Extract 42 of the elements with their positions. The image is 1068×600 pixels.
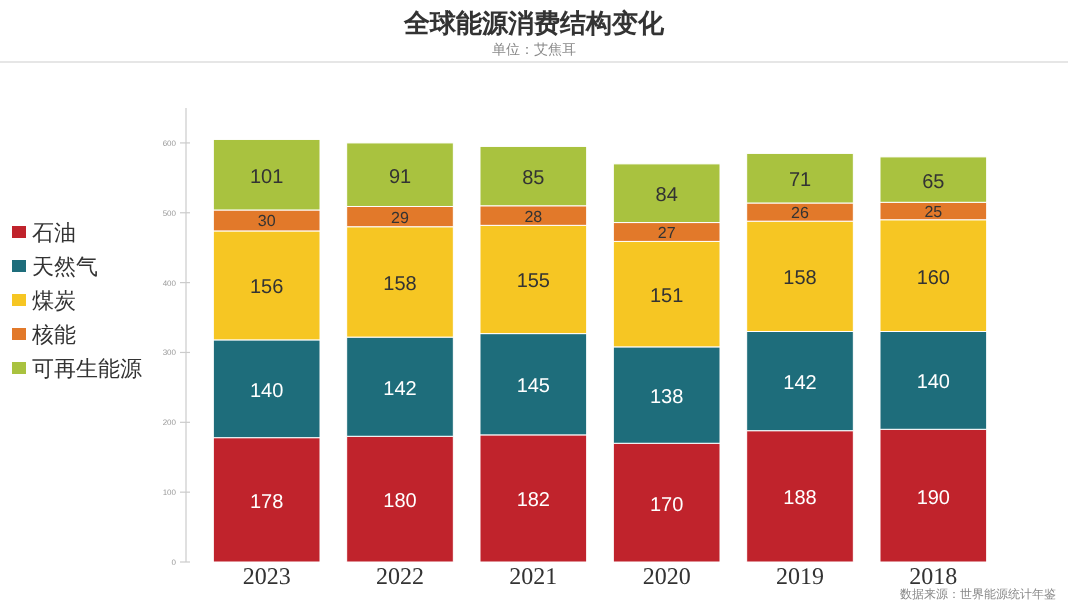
data-label: 138	[649, 387, 685, 410]
data-label: 170	[649, 494, 685, 517]
data-label: 85	[522, 168, 546, 191]
data-label: 178	[249, 491, 285, 514]
data-label: 182	[516, 490, 551, 513]
data-label: 27	[657, 223, 677, 242]
data-label: 158	[783, 268, 818, 291]
x-tick-label: 2023	[242, 562, 291, 590]
data-label: 145	[516, 376, 551, 399]
data-label: 190	[916, 487, 951, 510]
legend-label: 核能	[30, 322, 76, 348]
data-label: 180	[383, 491, 418, 514]
data-label: 151	[649, 286, 685, 309]
data-label: 140	[249, 380, 285, 403]
data-label: 155	[516, 271, 551, 294]
x-tick-label: 2018	[909, 562, 958, 590]
legend-label: 天然气	[32, 256, 98, 280]
legend-label: 可再生能源	[32, 356, 142, 382]
data-label: 101	[249, 166, 285, 189]
data-label: 30	[257, 212, 277, 231]
legend-label: 煤炭	[32, 288, 76, 314]
data-label: 91	[388, 166, 412, 189]
data-label: 160	[916, 267, 951, 290]
x-tick-label: 2019	[776, 562, 824, 590]
data-label: 140	[916, 372, 951, 395]
data-label: 142	[783, 373, 818, 396]
data-label: 156	[249, 277, 285, 300]
data-label: 188	[783, 488, 818, 511]
x-tick-label: 2020	[642, 562, 691, 590]
data-label: 71	[788, 170, 812, 193]
data-label: 25	[924, 203, 944, 222]
legend-label: 石油	[32, 220, 76, 246]
data-label: 84	[655, 185, 679, 208]
data-label: 158	[383, 273, 418, 296]
x-tick-label: 2021	[509, 562, 558, 590]
data-label: 26	[791, 204, 810, 223]
data-label: 29	[391, 208, 410, 227]
x-tick-label: 2022	[376, 562, 424, 590]
chart-title: 全球能源消费结构变化	[402, 8, 666, 38]
data-label: 142	[383, 378, 418, 401]
data-label: 28	[524, 207, 544, 226]
data-label: 65	[922, 171, 946, 194]
